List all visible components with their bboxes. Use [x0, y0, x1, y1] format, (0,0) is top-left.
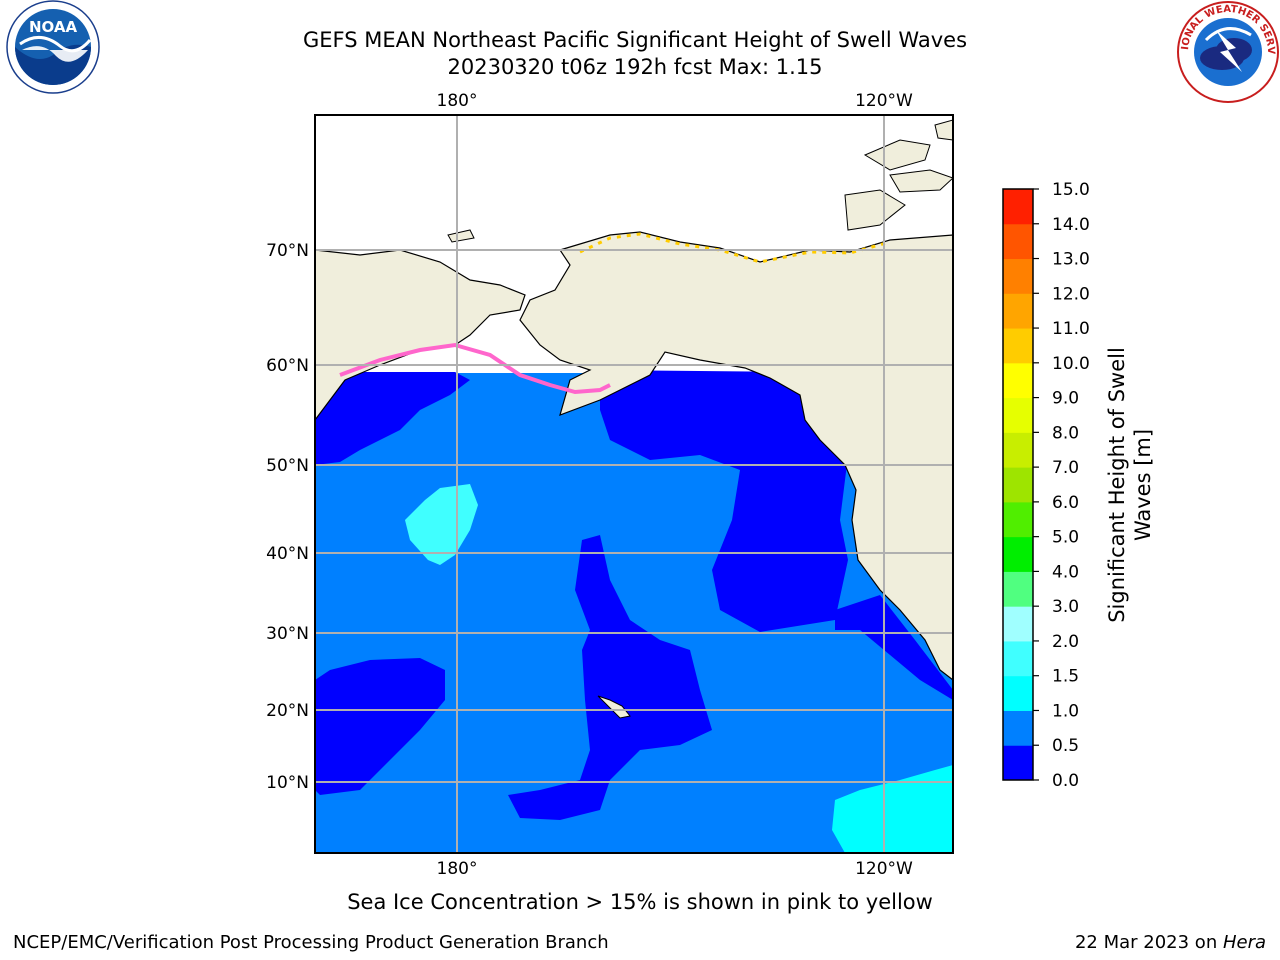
colorbar-tick-label: 1.5	[1052, 667, 1079, 687]
colorbar-segment	[1003, 432, 1033, 468]
colorbar-tick-label: 4.0	[1052, 562, 1079, 582]
noaa-logo: NOAA	[6, 0, 100, 94]
colorbar-tick-label: 14.0	[1052, 215, 1090, 235]
colorbar-tick-label: 9.0	[1052, 389, 1079, 409]
colorbar-tick-label: 12.0	[1052, 284, 1090, 304]
sea-ice-edge-arctic	[579, 232, 891, 264]
graticule	[315, 115, 953, 853]
land-arctic-island-2	[889, 169, 953, 193]
colorbar-tick-label: 6.0	[1052, 493, 1079, 513]
lat-label-60n: 60°N	[266, 356, 309, 376]
colorbar-segment	[1003, 328, 1033, 364]
map-area	[315, 115, 953, 853]
colorbar	[1003, 189, 1033, 781]
colorbar-segment	[1003, 571, 1033, 607]
lon-label-top-180: 180°	[437, 91, 478, 111]
colorbar-tick-label: 11.0	[1052, 319, 1090, 339]
colorbar-label-line1: Significant Height of Swell	[1105, 347, 1129, 623]
colorbar-frame	[1002, 188, 1034, 781]
lon-label-bottom-120w: 120°W	[855, 859, 913, 879]
cyan-patch-southeast	[832, 765, 953, 853]
footer-machine: Hera	[1222, 932, 1266, 953]
colorbar-segment	[1003, 536, 1033, 572]
land-arctic-island-4	[934, 119, 953, 141]
colorbar-segment	[1003, 640, 1033, 677]
colorbar-tick-label: 8.0	[1052, 423, 1079, 443]
lat-label-70n: 70°N	[266, 241, 309, 261]
colorbar-tick-label: 5.0	[1052, 528, 1079, 548]
lat-label-10n: 10°N	[266, 773, 309, 793]
low-swell-northwest	[315, 372, 470, 465]
land-arctic-island-3	[844, 189, 906, 231]
colorbar-segment	[1003, 258, 1033, 294]
colorbar-tick-label: 10.0	[1052, 354, 1090, 374]
colorbar-segment	[1003, 189, 1033, 225]
colorbar-segment	[1003, 467, 1033, 503]
colorbar-segment	[1003, 397, 1033, 433]
colorbar-ticks: 0.0 0.5 1.0 1.5 2.0 3.0 4.0 5.0 6.0 7.0 8.0 9.0 10.0…	[1033, 180, 1090, 791]
land-hawaii	[597, 695, 631, 719]
noaa-logo-text: NOAA	[29, 18, 78, 36]
cyan-patch-northwest	[405, 484, 478, 565]
colorbar-tick-label: 7.0	[1052, 458, 1079, 478]
colorbar-segment	[1003, 710, 1033, 746]
colorbar-tick-label: 0.0	[1052, 771, 1079, 791]
map-frame	[314, 114, 954, 854]
lat-label-50n: 50°N	[266, 456, 309, 476]
lat-label-30n: 30°N	[266, 624, 309, 644]
colorbar-segment	[1003, 606, 1033, 642]
colorbar-tick-label: 1.0	[1052, 701, 1079, 721]
caption: Sea Ice Concentration > 15% is shown in …	[347, 890, 933, 914]
land-arctic-island-1	[863, 139, 931, 171]
footer-date-text: 22 Mar 2023 on	[1074, 932, 1223, 953]
chart-subtitle: 20230320 t06z 192h fcst Max: 1.15	[447, 55, 823, 79]
colorbar-segment	[1003, 675, 1033, 711]
lat-label-40n: 40°N	[266, 544, 309, 564]
colorbar-tick-label: 3.0	[1052, 597, 1079, 617]
colorbar-segment	[1003, 362, 1033, 399]
colorbar-segment	[1003, 223, 1033, 260]
lon-label-top-120w: 120°W	[855, 91, 913, 111]
colorbar-tick-label: 0.5	[1052, 736, 1079, 756]
low-swell-coast	[835, 595, 953, 700]
low-swell-southwest	[315, 658, 445, 795]
land-siberia	[315, 249, 526, 421]
nws-logo: NATIONAL WEATHER SERVICE	[1176, 0, 1279, 103]
colorbar-tick-label: 13.0	[1052, 250, 1090, 270]
low-swell-central	[508, 535, 712, 820]
land-wrangel-island	[447, 229, 475, 243]
colorbar-tick-label: 15.0	[1052, 180, 1090, 200]
low-swell-north-central	[600, 370, 850, 632]
chart-title: GEFS MEAN Northeast Pacific Significant …	[302, 28, 968, 52]
colorbar-segment	[1003, 501, 1033, 538]
colorbar-label-line2: Waves [m]	[1131, 429, 1155, 541]
footer-date: 22 Mar 2023 on Hera	[1075, 932, 1266, 953]
colorbar-segment	[1003, 293, 1033, 329]
lon-label-bottom-180: 180°	[437, 859, 478, 879]
colorbar-tick-label: 2.0	[1052, 632, 1079, 652]
lat-label-20n: 20°N	[266, 701, 309, 721]
colorbar-segment	[1003, 745, 1033, 781]
footer-credit: NCEP/EMC/Verification Post Processing Pr…	[13, 932, 609, 953]
